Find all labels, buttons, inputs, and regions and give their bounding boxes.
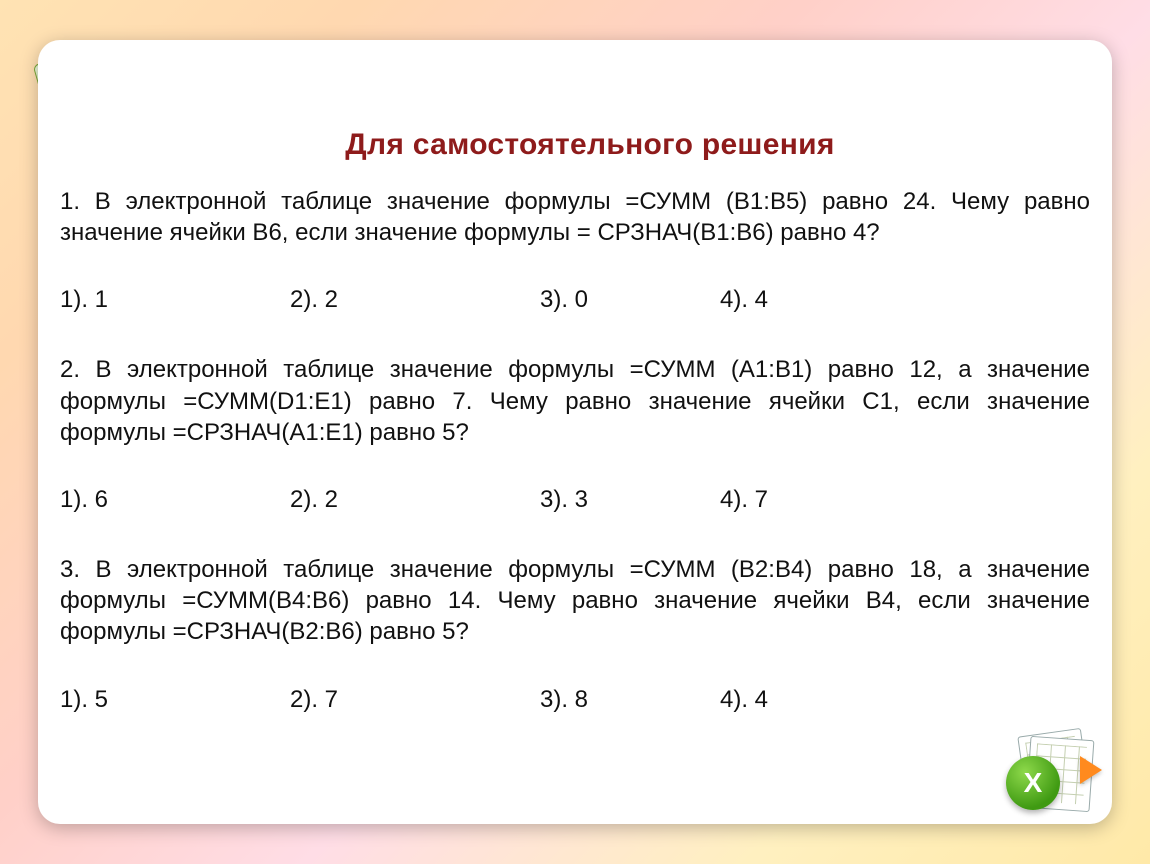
question-1-option-1: 1). 1 <box>60 286 290 314</box>
question-2-option-4: 4). 7 <box>720 486 860 514</box>
slide-card: Для самостоятельного решения 1. В электр… <box>38 40 1112 824</box>
question-3-text: 3. В электронной таблице значение формул… <box>60 554 1090 648</box>
question-2-option-3: 3). 3 <box>540 486 720 514</box>
excel-icon[interactable]: X <box>1004 730 1100 816</box>
question-2-text: 2. В электронной таблице значение формул… <box>60 354 1090 448</box>
question-1-option-2: 2). 2 <box>290 286 540 314</box>
excel-arrow-icon <box>1080 756 1102 784</box>
question-1: 1. В электронной таблице значение формул… <box>60 186 1090 314</box>
question-3-option-2: 2). 7 <box>290 686 540 714</box>
question-3-option-3: 3). 8 <box>540 686 720 714</box>
question-2: 2. В электронной таблице значение формул… <box>60 354 1090 514</box>
question-2-options: 1). 6 2). 2 3). 3 4). 7 <box>60 486 1090 514</box>
question-3-options: 1). 5 2). 7 3). 8 4). 4 <box>60 686 1090 714</box>
question-1-options: 1). 1 2). 2 3). 0 4). 4 <box>60 286 1090 314</box>
question-1-option-4: 4). 4 <box>720 286 860 314</box>
page-title: Для самостоятельного решения <box>240 128 940 162</box>
question-2-option-2: 2). 2 <box>290 486 540 514</box>
excel-letter: X <box>1024 767 1043 799</box>
question-3: 3. В электронной таблице значение формул… <box>60 554 1090 714</box>
question-1-text: 1. В электронной таблице значение формул… <box>60 186 1090 248</box>
question-3-option-4: 4). 4 <box>720 686 860 714</box>
question-1-option-3: 3). 0 <box>540 286 720 314</box>
excel-circle: X <box>1006 756 1060 810</box>
question-2-option-1: 1). 6 <box>60 486 290 514</box>
question-3-option-1: 1). 5 <box>60 686 290 714</box>
